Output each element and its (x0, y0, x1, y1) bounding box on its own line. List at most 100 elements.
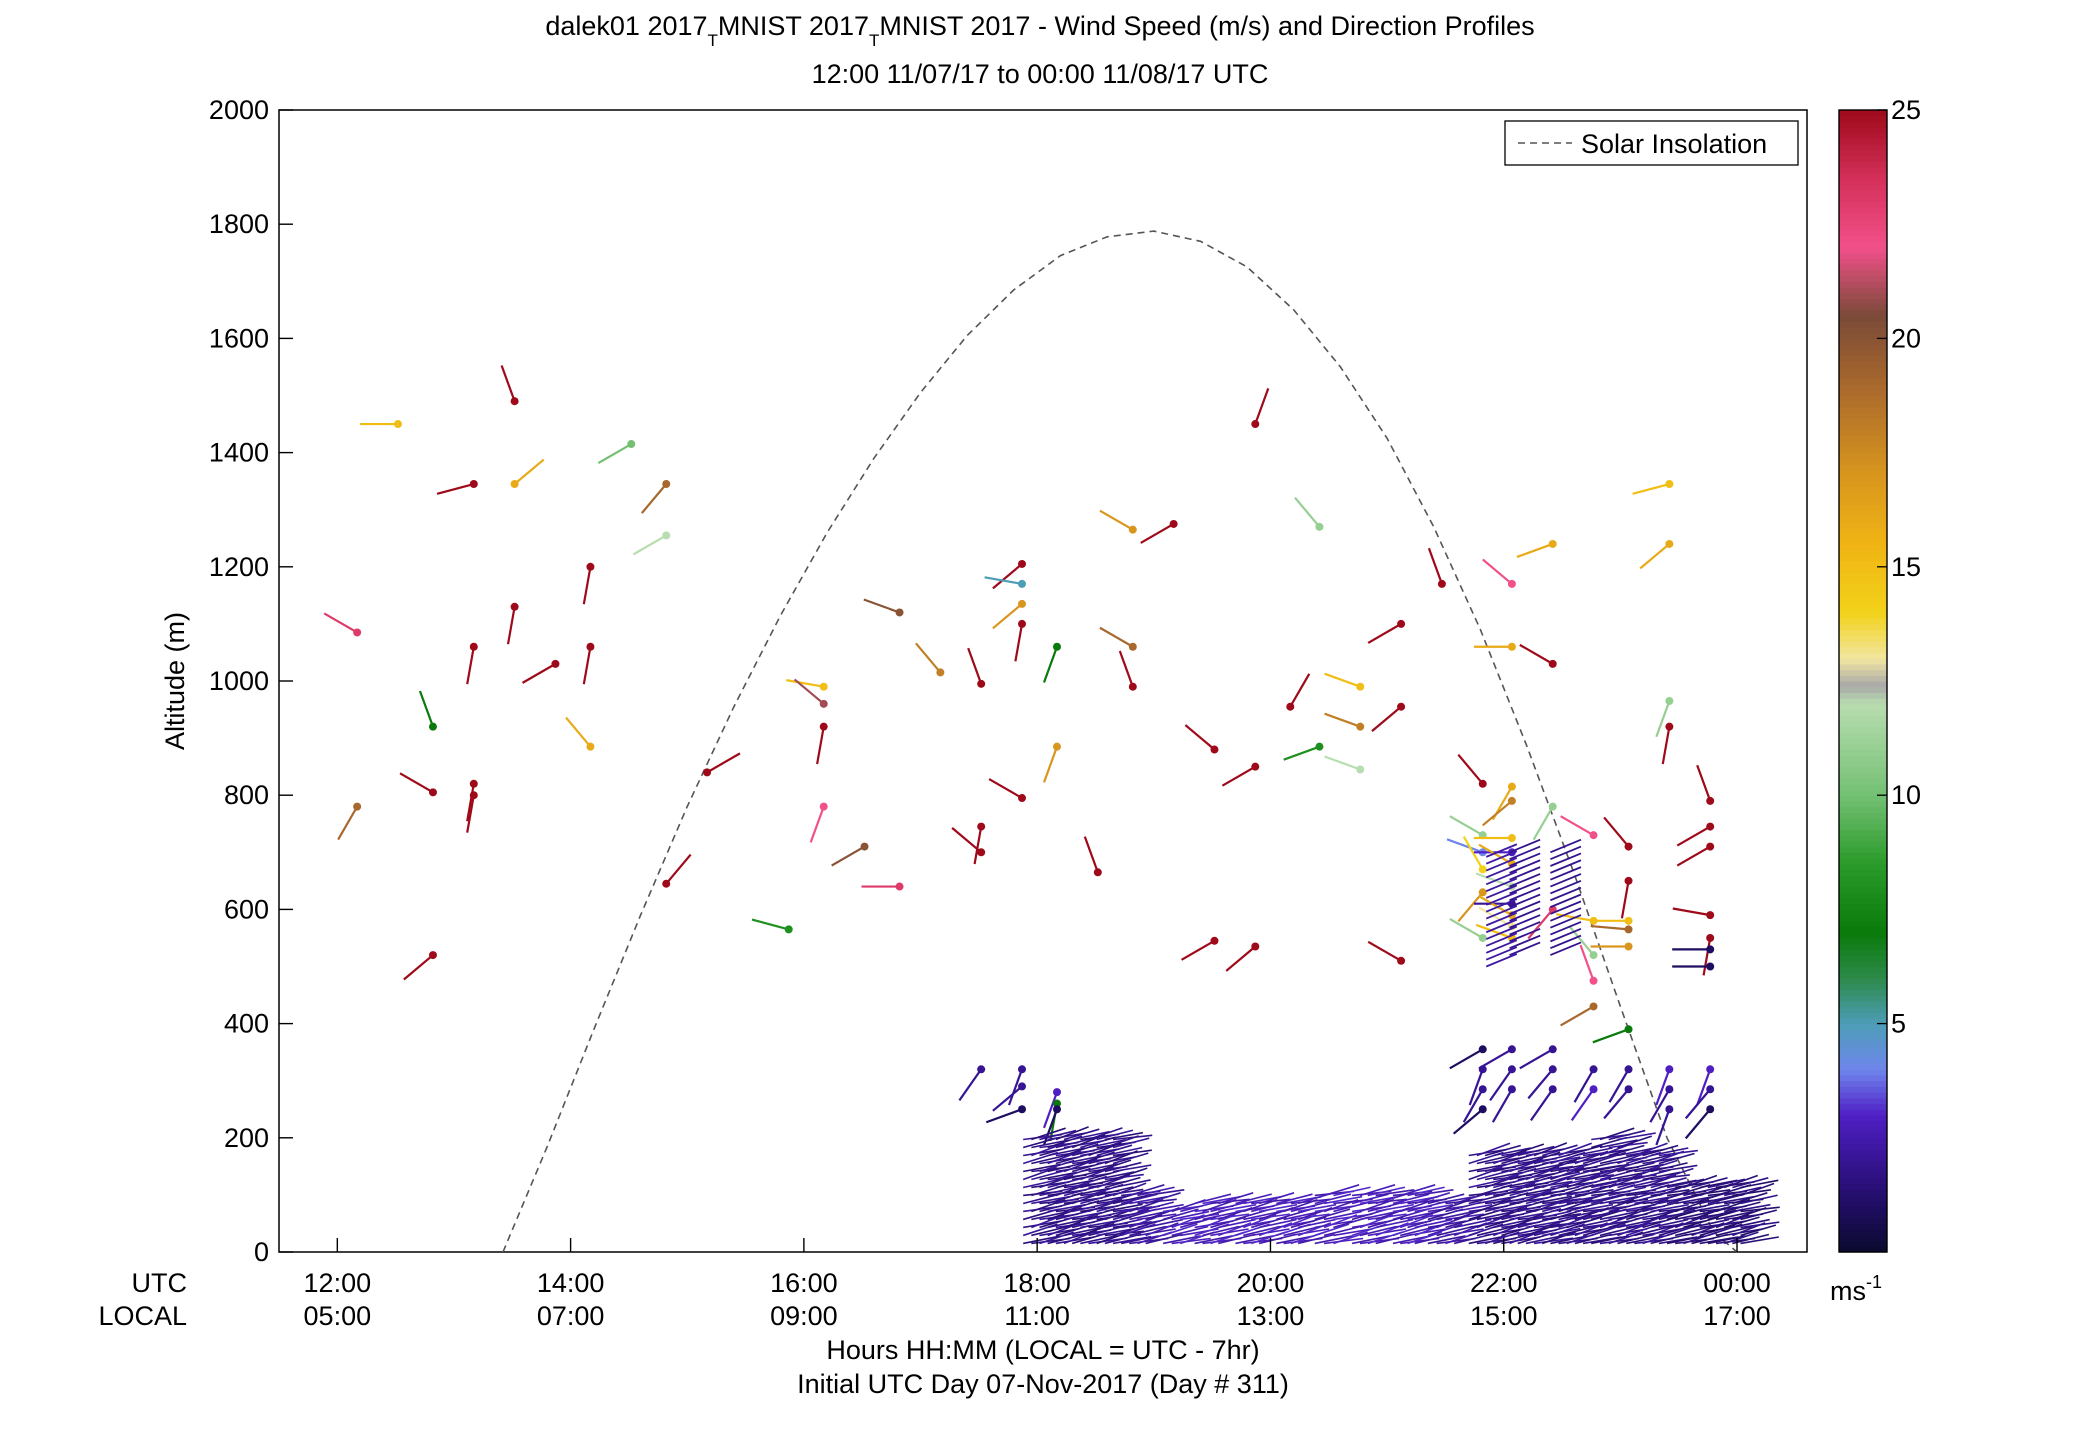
dense-barb-352 (1407, 1186, 1445, 1197)
dense-barb-98 (1080, 1234, 1118, 1245)
dense-barb-710 (1691, 1188, 1731, 1197)
wind-barb-3-shaft (418, 690, 435, 728)
wind-barb-36-dot (1018, 599, 1027, 608)
colorbar-band-33 (1839, 1057, 1887, 1065)
dense-upper-barb-778 (1550, 927, 1582, 943)
dense-barb-492 (1541, 1231, 1577, 1245)
dense-upper-barb-762 (1509, 927, 1541, 943)
wind-barb-60-dot (1437, 579, 1446, 588)
wind-barb-112-dot (1478, 1045, 1487, 1054)
colorbar-band-0 (1839, 1246, 1887, 1253)
colorbar-band-46 (1839, 983, 1887, 990)
dense-barb-549 (1574, 1162, 1612, 1173)
dense-barb-687 (1666, 1178, 1705, 1189)
colorbar-band-116 (1839, 583, 1887, 591)
wind-barb-119-dot (1548, 1045, 1557, 1054)
wind-barb-3-dot (428, 722, 437, 731)
colorbar-band-88 (1839, 743, 1887, 751)
dense-upper-barb-798 (1485, 911, 1518, 927)
wind-barb-9-dot (469, 791, 478, 800)
dense-barb-309 (1351, 1193, 1389, 1205)
dense-barb-358 (1414, 1192, 1451, 1205)
wind-barb-61-shaft (1457, 753, 1484, 785)
dense-barb-407 (1476, 1142, 1511, 1157)
wind-barb-37-shaft (1014, 623, 1024, 662)
wind-barb-52-shaft (1294, 497, 1321, 528)
wind-barb-8-shaft (466, 783, 475, 822)
x-axis-label: Hours HH:MM (LOCAL = UTC - 7hr) (826, 1335, 1259, 1365)
colorbar-band-42 (1839, 1006, 1887, 1013)
colorbar-fill (1839, 110, 1887, 1253)
wind-barb-7-dot (469, 642, 478, 651)
wind-barb-113-shaft (1468, 1068, 1484, 1106)
wind-barb-120-dot (1548, 1065, 1557, 1074)
colorbar-band-179 (1839, 224, 1887, 231)
dense-barb-124 (1088, 1138, 1126, 1149)
dense-barb-524 (1558, 1169, 1595, 1181)
dense-barb-51 (1047, 1162, 1085, 1173)
x-tick-label-utc-2: 16:00 (770, 1268, 838, 1298)
y-tick-label-2000: 2000 (209, 95, 269, 125)
wind-barb-17-shaft (597, 443, 632, 464)
colorbar-band-31 (1839, 1069, 1887, 1076)
y-tick-label-1200: 1200 (209, 552, 269, 582)
dense-barb-579 (1599, 1225, 1637, 1237)
dense-barb-113 (1088, 1225, 1125, 1237)
wind-barb-74-shaft (1579, 944, 1595, 982)
colorbar-band-145 (1839, 418, 1887, 425)
dense-barb-277 (1297, 1233, 1335, 1245)
dense-barb-656 (1650, 1233, 1688, 1245)
wind-barb-115-dot (1478, 1105, 1487, 1114)
colorbar-band-81 (1839, 783, 1887, 791)
dense-barb-756 (1740, 1206, 1780, 1213)
dense-upper-barb-788 (1550, 859, 1582, 874)
chart-title-part-1: dalek01 2017 (545, 11, 707, 41)
dense-barb-190 (1145, 1222, 1179, 1237)
colorbar-band-166 (1839, 298, 1887, 305)
wind-barb-12-shaft (506, 606, 516, 645)
colorbar-band-89 (1839, 738, 1887, 745)
wind-barb-83-shaft (1639, 543, 1671, 570)
dense-barb-573 (1591, 1163, 1630, 1173)
dense-upper-barb-801 (1485, 891, 1518, 906)
dense-barb-199 (1162, 1208, 1199, 1221)
dense-barb-715 (1699, 1209, 1737, 1221)
colorbar-band-119 (1839, 566, 1887, 574)
colorbar-band-136 (1839, 469, 1887, 477)
dense-barb-427 (1493, 1177, 1530, 1189)
dense-barb-663 (1650, 1177, 1687, 1189)
dense-barb-252 (1251, 1198, 1291, 1205)
dense-barb-404 (1476, 1169, 1514, 1181)
wind-barb-131-shaft (1684, 1108, 1712, 1140)
colorbar-band-148 (1839, 401, 1887, 408)
dense-barb-361 (1427, 1223, 1463, 1237)
wind-barb-79-shaft (1590, 924, 1629, 931)
colorbar-band-112 (1839, 606, 1887, 614)
dense-barb-160 (1112, 1182, 1147, 1197)
dense-barb-257 (1258, 1203, 1298, 1213)
dense-barb-744 (1732, 1233, 1770, 1245)
wind-barb-104-shaft (1475, 923, 1513, 939)
wind-barb-6-shaft (436, 482, 475, 495)
dense-upper-barb-775 (1509, 838, 1541, 854)
dense-barb-412 (1484, 1201, 1522, 1213)
wind-barb-91-dot (1706, 945, 1715, 954)
dense-upper-barb-802 (1485, 884, 1518, 899)
dense-barb-727 (1707, 1178, 1746, 1189)
dense-upper-barb-761 (1509, 934, 1541, 950)
wind-barb-85-shaft (1661, 726, 1671, 765)
dense-upper-barb-782 (1550, 900, 1582, 915)
wind-barb-49-shaft (1221, 765, 1256, 787)
colorbar-band-1 (1839, 1240, 1887, 1247)
dense-barb-704 (1691, 1233, 1729, 1245)
dense-barb-551 (1574, 1147, 1613, 1157)
dense-barb-671 (1658, 1209, 1696, 1221)
colorbar-band-4 (1839, 1223, 1887, 1230)
dense-barb-455 (1509, 1143, 1545, 1157)
wind-barb-9-shaft (466, 795, 475, 833)
dense-upper-barb-777 (1550, 934, 1582, 950)
dense-barb-536 (1566, 1171, 1605, 1181)
dense-barb-303 (1333, 1186, 1371, 1197)
wind-barb-90-shaft (1702, 937, 1712, 976)
wind-barb-15-shaft (582, 646, 592, 685)
